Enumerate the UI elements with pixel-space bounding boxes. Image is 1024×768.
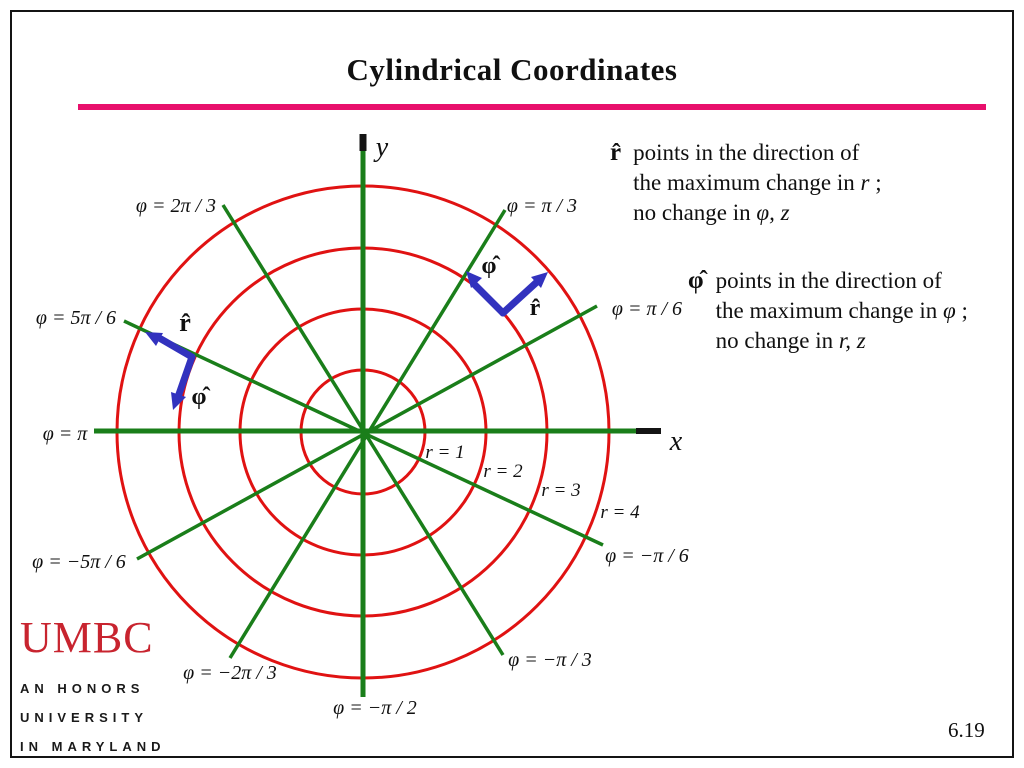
note-phi-hat-text: points in the direction of the maximum c…	[716, 266, 968, 356]
phi-hat-arrowhead-left	[171, 392, 186, 410]
r-hat-arrowhead-right	[531, 272, 548, 288]
page-number: 6.19	[948, 718, 985, 742]
r-hat-arrow-right	[499, 277, 542, 317]
umbc-tagline-line3: IN MARYLAND	[20, 739, 166, 754]
phi-hat-label-left: φ̂	[192, 384, 211, 410]
umbc-tagline-line1: AN HONORS	[20, 681, 145, 696]
note-r-hat-text: points in the direction of the maximum c…	[633, 138, 881, 228]
phi-hat-symbol: φ̂	[688, 267, 704, 294]
note-r-line2: the maximum change in r ;	[633, 170, 882, 195]
r-label-2: r = 2	[483, 461, 523, 482]
slide-border	[10, 10, 1014, 758]
phi-label-2pi3: φ = 2π / 3	[136, 195, 216, 217]
umbc-tagline-line2: UNIVERSITY	[20, 710, 149, 725]
phi-label-5pi6: φ = 5π / 6	[36, 307, 116, 329]
x-axis-label: x	[669, 426, 683, 457]
y-axis-label: y	[373, 132, 389, 163]
r-hat-label-right: r̂	[530, 295, 541, 321]
r-hat-symbol: r̂	[610, 139, 622, 166]
umbc-logo: UMBC AN HONORS UNIVERSITY IN MARYLAND	[20, 616, 166, 761]
phi-label-m2pi3: φ = −2π / 3	[183, 662, 277, 684]
phi-label-mpi3: φ = −π / 3	[508, 649, 592, 671]
r-label-3: r = 3	[541, 480, 580, 501]
phi-label-mpi2: φ = −π / 2	[333, 697, 417, 719]
note-r-hat: r̂ points in the direction of the maximu…	[610, 138, 882, 228]
r-hat-arrow-left	[157, 335, 196, 361]
r-label-1: r = 1	[425, 442, 464, 463]
note-r-line1: points in the direction of	[633, 140, 860, 165]
phi-label-pi: φ = π	[43, 423, 89, 445]
phi-label-pi3: φ = π / 3	[507, 195, 577, 217]
phi-hat-label-right: φ̂	[482, 253, 501, 279]
r-hat-label-left: r̂	[179, 308, 191, 337]
phi-label-mpi6: φ = −π / 6	[605, 545, 689, 567]
phi-label-pi6: φ = π / 6	[612, 298, 682, 320]
slide-title: Cylindrical Coordinates	[346, 52, 678, 87]
note-phi-line2: the maximum change in φ ;	[715, 298, 968, 323]
phi-hat-arrow-left	[174, 353, 196, 401]
r-hat-arrowhead-left	[145, 332, 163, 346]
phi-hat-arrowhead-right	[466, 271, 482, 288]
r-label-4: r = 4	[600, 502, 640, 523]
note-r-line3: no change in φ, z	[633, 200, 790, 225]
note-phi-line3: no change in r, z	[715, 328, 866, 353]
umbc-tagline: AN HONORS UNIVERSITY IN MARYLAND	[20, 674, 166, 761]
title-accent-rule	[78, 104, 986, 110]
umbc-wordmark: UMBC	[20, 613, 154, 662]
note-phi-line1: points in the direction of	[715, 268, 942, 293]
note-phi-hat: φ̂ points in the direction of the maximu…	[688, 266, 968, 356]
phi-hat-arrow-right	[471, 281, 507, 317]
phi-label-m5pi6: φ = −5π / 6	[32, 551, 126, 573]
